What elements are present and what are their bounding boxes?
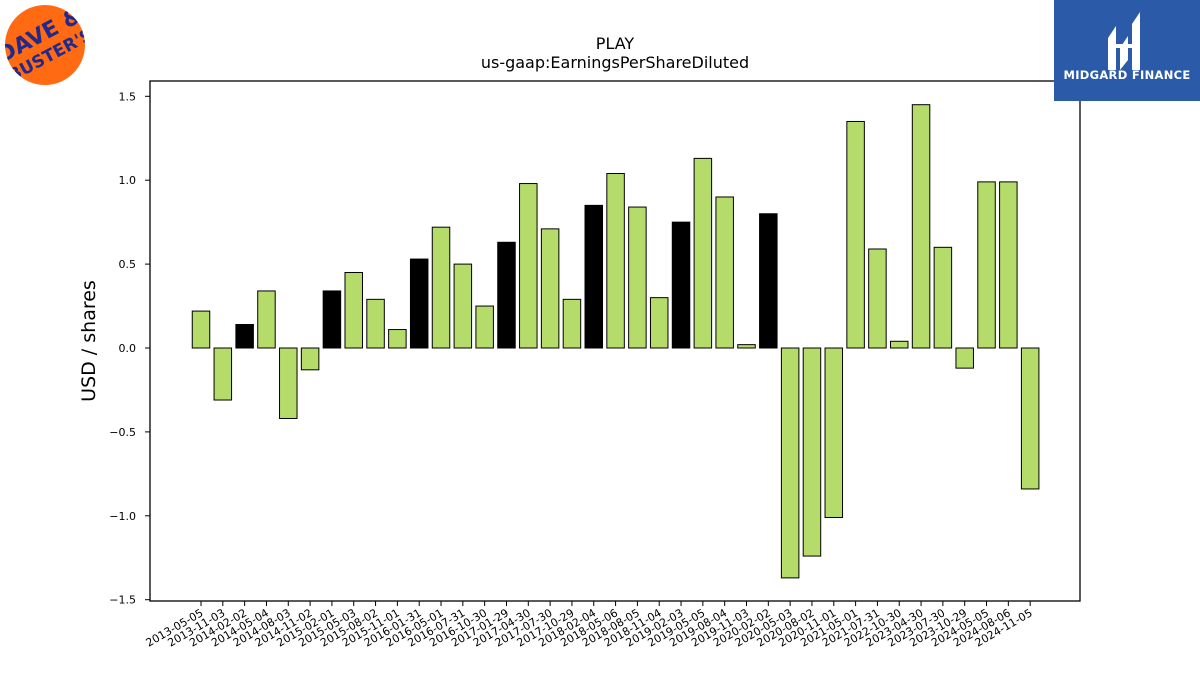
bar-2024-11-05 xyxy=(1020,347,1040,490)
midgard-mark-icon xyxy=(1108,12,1140,70)
bars-group xyxy=(191,104,1040,579)
bar-2015-08-02 xyxy=(366,298,385,349)
bar-2014-08-03 xyxy=(279,347,298,419)
ticks-group: 1.51.00.50.0−0.5−1.0−1.52013-05-052013-1… xyxy=(109,90,1034,649)
plot-frame xyxy=(149,80,1081,602)
bar-2019-05-05 xyxy=(693,157,713,349)
bar-2020-05-03 xyxy=(780,347,800,579)
bar-2022-10-30 xyxy=(889,340,909,349)
y-tick-label: 1.5 xyxy=(119,90,137,103)
bar-2015-11-01 xyxy=(388,329,407,349)
bar-2017-04-30 xyxy=(519,183,538,349)
bar-2014-05-04 xyxy=(257,290,276,349)
bar-2015-05-03 xyxy=(344,271,363,349)
bar-2018-05-06 xyxy=(606,172,625,349)
dave-and-busters-logo: DAVE & BUSTER'S xyxy=(5,5,85,85)
y-tick-label: −1.5 xyxy=(109,594,136,607)
bar-2018-11-04 xyxy=(649,297,669,349)
y-tick-label: −0.5 xyxy=(109,426,136,439)
bar-2024-08-06 xyxy=(999,181,1018,349)
bar-2019-11-03 xyxy=(737,344,756,349)
bar-2018-08-05 xyxy=(628,206,647,349)
bar-2016-10-30 xyxy=(475,305,494,349)
y-tick-label: 1.0 xyxy=(119,174,137,187)
bar-2015-02-01 xyxy=(322,290,342,349)
y-axis-label: USD / shares xyxy=(78,280,100,402)
bar-2013-05-05 xyxy=(191,310,211,349)
bar-2021-07-31 xyxy=(868,248,887,349)
bar-2017-01-29 xyxy=(497,241,516,349)
dave-and-busters-logo-mark: DAVE & BUSTER'S xyxy=(5,5,85,85)
y-tick-label: 0.5 xyxy=(119,258,137,271)
chart-title: PLAY xyxy=(596,34,635,53)
bar-2017-07-30 xyxy=(540,228,560,349)
y-tick-label: 0.0 xyxy=(119,342,137,355)
bar-2016-05-01 xyxy=(431,226,451,349)
bar-2014-11-02 xyxy=(300,347,320,371)
bar-2024-05-05 xyxy=(977,181,996,349)
bar-2021-05-01 xyxy=(846,120,865,349)
bar-2013-11-03 xyxy=(213,347,233,401)
bar-2016-07-31 xyxy=(453,263,473,349)
bar-2023-07-30 xyxy=(933,246,953,349)
bar-2017-10-29 xyxy=(562,298,582,349)
bar-2023-04-30 xyxy=(911,104,931,349)
bar-2019-08-04 xyxy=(715,196,734,349)
bar-2018-02-04 xyxy=(584,204,604,349)
bar-2016-01-31 xyxy=(409,258,429,349)
y-tick-label: −1.0 xyxy=(109,510,136,523)
bar-2020-11-01 xyxy=(824,347,844,518)
bar-2020-02-02 xyxy=(759,213,778,349)
bar-2019-02-03 xyxy=(671,221,691,349)
bar-2020-08-02 xyxy=(802,347,822,557)
bar-2023-10-29 xyxy=(955,347,974,369)
midgard-finance-wordmark: MIDGARD FINANCE xyxy=(1063,68,1191,82)
bar-2014-02-02 xyxy=(235,324,254,349)
chart-subtitle: us-gaap:EarningsPerShareDiluted xyxy=(481,53,749,72)
midgard-finance-logo: MIDGARD FINANCE xyxy=(1054,0,1200,101)
